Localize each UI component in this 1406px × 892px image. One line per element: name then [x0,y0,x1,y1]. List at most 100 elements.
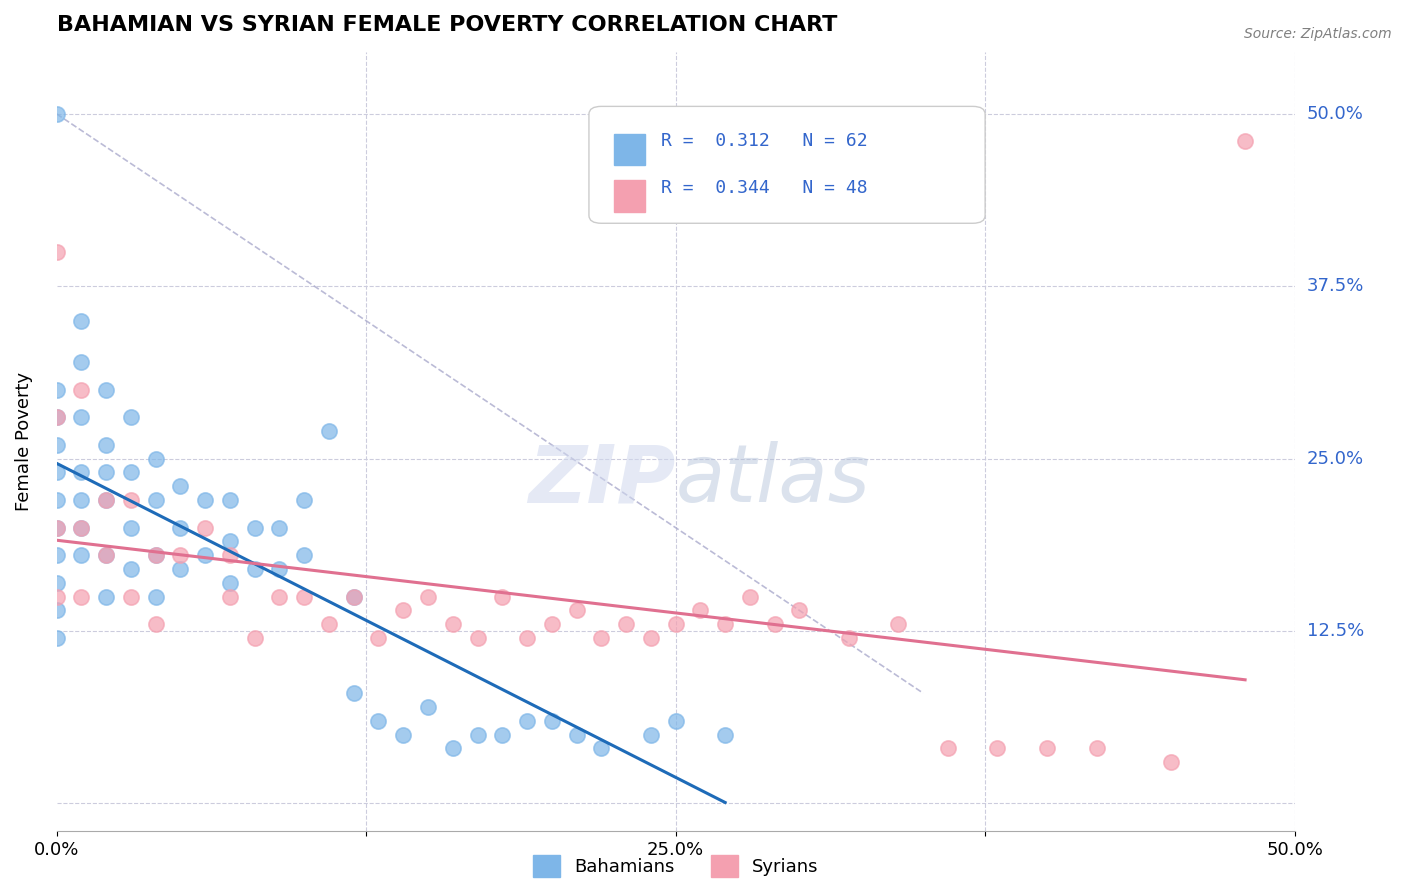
Point [45,548,67,562]
Point [45,603,67,617]
Point [591,631,613,645]
Point [392,727,415,741]
Point [219,534,242,549]
Point [441,741,464,756]
Point [219,548,242,562]
Point [491,590,513,604]
Point [120,521,142,535]
Point [714,617,737,632]
Point [887,617,910,632]
Text: 25.0%: 25.0% [1308,450,1364,467]
Point [194,493,217,508]
Point [269,590,291,604]
Point [70,590,93,604]
Text: Source: ZipAtlas.com: Source: ZipAtlas.com [1244,27,1392,41]
Point [640,631,662,645]
Point [45,631,67,645]
Point [219,493,242,508]
Point [45,521,67,535]
Point [416,700,439,714]
Point [70,521,93,535]
Point [45,410,67,425]
Point [540,617,562,632]
Point [194,521,217,535]
Point [714,727,737,741]
Text: R =  0.312   N = 62: R = 0.312 N = 62 [661,132,868,151]
Point [120,493,142,508]
Point [94,493,117,508]
Point [416,590,439,604]
Point [540,714,562,728]
Point [491,727,513,741]
Point [145,617,167,632]
Point [45,590,67,604]
Point [738,590,761,604]
Text: 12.5%: 12.5% [1308,622,1364,640]
Point [269,521,291,535]
Point [45,244,67,259]
Point [45,521,67,535]
Point [763,617,786,632]
Text: 50.0%: 50.0% [1308,105,1364,123]
Point [343,686,366,700]
Point [145,493,167,508]
Point [1160,755,1182,769]
Text: atlas: atlas [676,442,870,519]
Point [565,603,588,617]
Point [70,314,93,328]
Point [986,741,1008,756]
Point [665,714,688,728]
Point [94,548,117,562]
Text: BAHAMIAN VS SYRIAN FEMALE POVERTY CORRELATION CHART: BAHAMIAN VS SYRIAN FEMALE POVERTY CORREL… [56,15,837,35]
Point [45,107,67,121]
Legend: Bahamians, Syrians: Bahamians, Syrians [526,848,825,884]
Point [640,727,662,741]
Point [120,562,142,576]
Point [94,438,117,452]
Point [145,590,167,604]
Point [45,438,67,452]
Point [94,383,117,397]
Point [45,575,67,590]
Point [169,521,191,535]
Point [70,493,93,508]
FancyBboxPatch shape [613,180,645,211]
Point [45,383,67,397]
Point [70,355,93,369]
Point [243,521,266,535]
Point [169,562,191,576]
Point [367,631,389,645]
Point [145,548,167,562]
Point [1085,741,1108,756]
Point [1234,135,1257,149]
Point [441,617,464,632]
Point [292,493,315,508]
Point [467,727,489,741]
Point [94,590,117,604]
Point [70,383,93,397]
Point [219,575,242,590]
Point [665,617,688,632]
Point [392,603,415,617]
Point [169,479,191,493]
Point [789,603,811,617]
FancyBboxPatch shape [589,106,986,223]
Point [145,548,167,562]
Point [516,714,538,728]
Point [292,590,315,604]
Point [45,493,67,508]
Point [565,727,588,741]
Point [689,603,711,617]
Point [269,562,291,576]
Point [120,590,142,604]
FancyBboxPatch shape [613,134,645,165]
Point [94,548,117,562]
Point [318,424,340,438]
Point [94,493,117,508]
Point [367,714,389,728]
Point [70,521,93,535]
Point [169,548,191,562]
Point [936,741,959,756]
Point [70,548,93,562]
Point [1036,741,1059,756]
